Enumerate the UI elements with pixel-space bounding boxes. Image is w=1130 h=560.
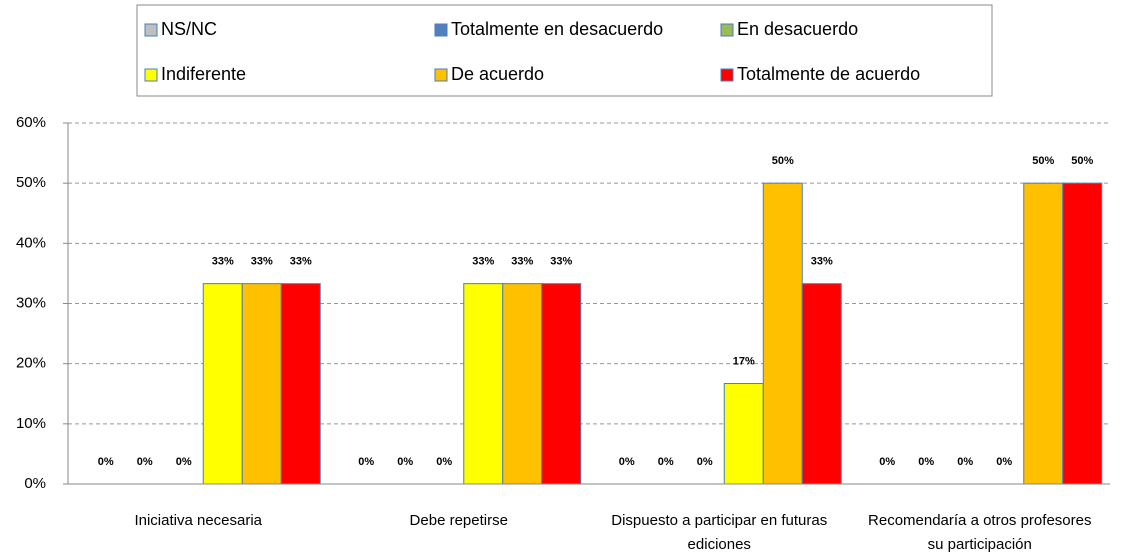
value-label: 0%	[397, 456, 413, 468]
value-label: 33%	[550, 256, 572, 268]
bar	[463, 283, 504, 485]
legend-label: NS/NC	[161, 19, 217, 39]
bar	[801, 283, 842, 485]
x-tick-label: Debe repetirse	[409, 512, 508, 529]
value-label: 17%	[733, 355, 755, 367]
legend-label: Totalmente de acuerdo	[737, 64, 920, 84]
x-tick-label: Recomendaría a otros profesores su parti…	[868, 512, 1092, 553]
legend-label: Indiferente	[161, 64, 246, 84]
value-label: 33%	[472, 256, 494, 268]
value-label: 0%	[358, 456, 374, 468]
value-label: 33%	[811, 256, 833, 268]
legend-label: En desacuerdo	[737, 19, 858, 39]
y-tick-label: 60%	[16, 114, 46, 131]
bar	[541, 283, 582, 485]
value-label: 0%	[98, 456, 114, 468]
bar	[1062, 182, 1103, 485]
value-label: 50%	[772, 155, 794, 167]
bar	[280, 283, 321, 485]
bar	[502, 283, 543, 485]
value-label: 0%	[918, 456, 934, 468]
value-label: 33%	[212, 256, 234, 268]
x-tick-label: Dispuesto a participar en futuras edicio…	[611, 512, 828, 553]
bar	[1023, 182, 1064, 485]
x-tick-label: Iniciativa necesaria	[134, 512, 263, 529]
legend-swatch	[434, 68, 448, 82]
value-label: 33%	[251, 256, 273, 268]
value-label: 33%	[511, 256, 533, 268]
bar	[202, 283, 243, 485]
y-tick-label: 20%	[16, 355, 46, 372]
legend-swatch	[720, 23, 734, 37]
y-tick-label: 50%	[16, 174, 46, 191]
value-label: 0%	[176, 456, 192, 468]
legend-swatch	[434, 23, 448, 37]
value-label: 0%	[137, 456, 153, 468]
y-tick-label: 40%	[16, 234, 46, 251]
y-tick-label: 10%	[16, 415, 46, 432]
value-label: 0%	[996, 456, 1012, 468]
legend-box	[136, 4, 993, 97]
bar	[723, 383, 764, 485]
value-label: 50%	[1071, 155, 1093, 167]
value-label: 0%	[957, 456, 973, 468]
legend-label: Totalmente en desacuerdo	[451, 19, 663, 39]
legend-swatch	[144, 68, 158, 82]
legend-swatch	[144, 23, 158, 37]
legend-swatch	[720, 68, 734, 82]
bar	[762, 182, 803, 485]
value-label: 33%	[290, 256, 312, 268]
value-label: 0%	[697, 456, 713, 468]
legend-label: De acuerdo	[451, 64, 544, 84]
bar	[241, 283, 282, 485]
value-label: 0%	[658, 456, 674, 468]
y-tick-label: 0%	[24, 475, 46, 492]
value-label: 50%	[1032, 155, 1054, 167]
y-tick-label: 30%	[16, 294, 46, 311]
value-label: 0%	[619, 456, 635, 468]
value-label: 0%	[879, 456, 895, 468]
value-label: 0%	[436, 456, 452, 468]
